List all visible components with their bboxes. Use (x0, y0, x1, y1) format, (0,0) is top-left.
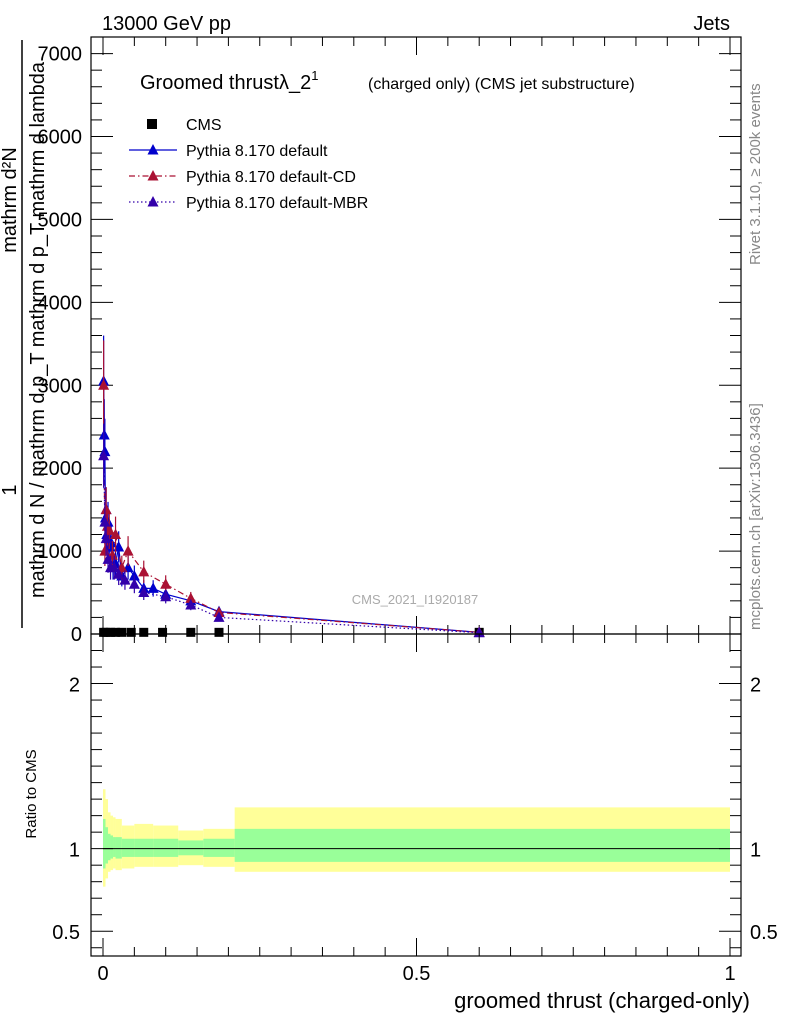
legend: CMS Pythia 8.170 default Pythia 8.170 defa… (129, 117, 368, 212)
cms-point (214, 627, 224, 637)
series-point-3 (473, 626, 485, 638)
series-point-3 (119, 574, 131, 585)
ratio-band-1 (234, 828, 731, 862)
series-point-3 (99, 516, 111, 527)
ratio-band-1 (103, 818, 106, 869)
series-point-2 (185, 592, 197, 603)
series-point-1 (105, 536, 117, 548)
main-ytick-label: 0 (71, 624, 82, 646)
rivet-label: Rivet 3.1.10, ≥ 200k events (747, 83, 764, 265)
ratio-ytick-label-right: 1 (750, 840, 761, 862)
legend-entry: Pythia 8.170 default (186, 143, 328, 160)
ratio-band-1 (178, 840, 204, 856)
watermark: CMS_2021_I1920187 (352, 592, 479, 607)
series-point-1 (98, 429, 110, 440)
series-point-1 (147, 582, 159, 593)
legend-entry: CMS (186, 117, 222, 134)
y-axis-label-top: 1 (0, 484, 21, 495)
ratio-panel: 0.5 0.5 1 1 2 2 0 0.5 1 Ratio to CMS (23, 633, 778, 985)
series-point-2 (122, 545, 134, 556)
chart-title-main: Groomed thrustλ_2 (140, 72, 311, 94)
mcplots-label: mcplots.cern.ch [arXiv:1306.3436] (747, 403, 764, 630)
header-right: Jets (693, 13, 730, 35)
xtick-label: 0 (97, 963, 108, 985)
main-ytick-label: 4000 (38, 292, 83, 314)
chart-title: Groomed thrustλ_21 (140, 68, 318, 94)
series-point-3 (100, 532, 112, 544)
y-axis-label-denominator: mathrm d N / mathrm d p_T mathrm d p_T m… (27, 61, 49, 598)
legend-entry: Pythia 8.170 default-MBR (186, 195, 368, 212)
series-point-2 (100, 503, 112, 515)
cms-point (111, 627, 121, 637)
x-axis-label: groomed thrust (charged-only) (454, 988, 750, 1013)
main-ytick-label: 3000 (38, 375, 83, 397)
series-point-3 (160, 590, 172, 602)
ratio-y-label: Ratio to CMS (23, 749, 40, 838)
ratio-band-1 (108, 833, 111, 861)
series-point-2 (98, 379, 110, 390)
ratio-ytick-label: 2 (69, 675, 80, 697)
cms-point (117, 627, 127, 637)
ratio-band-1 (121, 838, 135, 857)
cms-point (106, 627, 116, 637)
chart-title-sup: 1 (311, 68, 318, 83)
series-point-3 (98, 449, 110, 461)
main-ytick-label: 1000 (38, 541, 83, 563)
cms-point (126, 627, 136, 637)
series-point-1 (128, 569, 140, 581)
ratio-band-1 (153, 838, 179, 857)
legend-marker (147, 170, 159, 181)
y-axis-label-numerator: mathrm d²N (0, 147, 21, 253)
ratio-band-1 (134, 838, 154, 857)
chart-subtitle: (charged only) (CMS jet substructure) (368, 76, 635, 93)
main-panel: 1 mathrm d²N mathrm d N / mathrm d p_T m… (0, 36, 742, 646)
legend-marker-cms (147, 119, 157, 129)
header-left: 13000 GeV pp (102, 13, 231, 35)
series-point-3 (138, 586, 150, 598)
main-ytick-label: 5000 (38, 209, 83, 231)
series-point-2 (160, 578, 172, 589)
legend-entry: Pythia 8.170 default-CD (186, 169, 356, 186)
ratio-band-1 (110, 835, 114, 859)
xtick-label: 0.5 (403, 963, 431, 985)
series-point-3 (108, 561, 120, 573)
cms-point (139, 627, 149, 637)
ratio-band-1 (115, 837, 122, 859)
ratio-band-1 (203, 838, 235, 857)
ratio-band-1 (113, 837, 116, 857)
ratio-ytick-label: 1 (69, 840, 80, 862)
legend-marker (147, 196, 159, 207)
series-point-3 (213, 611, 225, 622)
ratio-ytick-label-right: 2 (750, 675, 761, 697)
main-ytick-label: 7000 (38, 44, 83, 66)
ratio-band-1 (105, 827, 109, 864)
legend-marker (147, 144, 159, 155)
ratio-ytick-label: 0.5 (52, 922, 80, 944)
series-point-3 (185, 598, 197, 610)
xtick-label: 1 (724, 963, 735, 985)
series-point-3 (113, 568, 125, 579)
ratio-ytick-label-right: 0.5 (750, 922, 778, 944)
series-point-3 (128, 578, 140, 589)
main-ytick-label: 2000 (38, 458, 83, 480)
ratio-frame (90, 633, 742, 957)
series-point-2 (138, 565, 150, 577)
cms-point (186, 627, 196, 637)
cms-point (158, 627, 168, 637)
series-point-2 (110, 528, 122, 539)
main-ytick-label: 6000 (38, 127, 83, 149)
